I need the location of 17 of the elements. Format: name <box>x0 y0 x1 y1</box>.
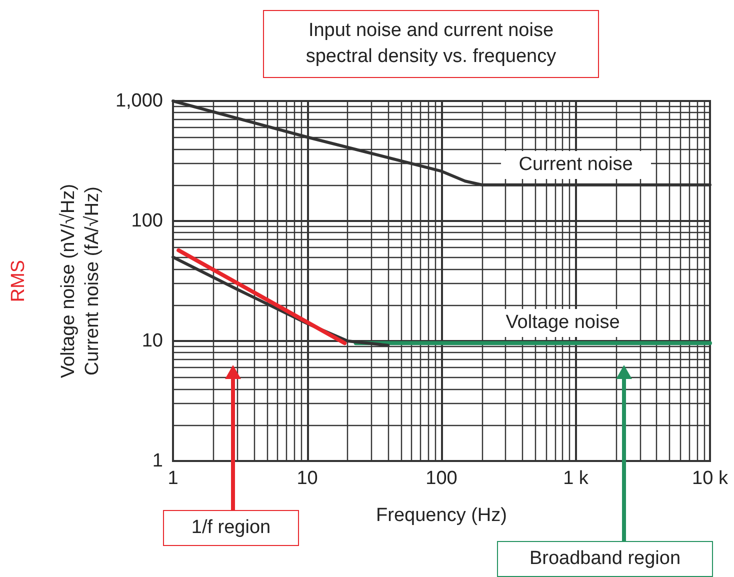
x-tick-label: 100 <box>426 468 458 489</box>
x-tick-label: 10 k <box>692 468 728 489</box>
text: Broadband region <box>497 541 713 577</box>
y-tick-label: 100 <box>131 210 163 232</box>
y-axis-title: Voltage noise (nV/√Hz) Current noise (fA/√Hz) <box>58 184 104 378</box>
text: 1/f region <box>163 510 299 546</box>
y-tick-label: 1 <box>152 450 163 472</box>
x-axis-title: Frequency (Hz) <box>376 505 507 526</box>
chart-title: Input noise and current noise spectral density vs. frequency <box>263 10 599 78</box>
y-tick-label: 1,000 <box>115 90 163 112</box>
series-label: Current noise <box>500 150 651 179</box>
x-tick-label: 1 <box>168 468 178 489</box>
text: RMS <box>8 260 30 302</box>
x-tick-label: 1 k <box>563 468 589 489</box>
x-tick-label: 10 <box>296 468 318 489</box>
series-label: Voltage noise <box>488 309 638 338</box>
y-tick-label: 10 <box>142 330 163 352</box>
